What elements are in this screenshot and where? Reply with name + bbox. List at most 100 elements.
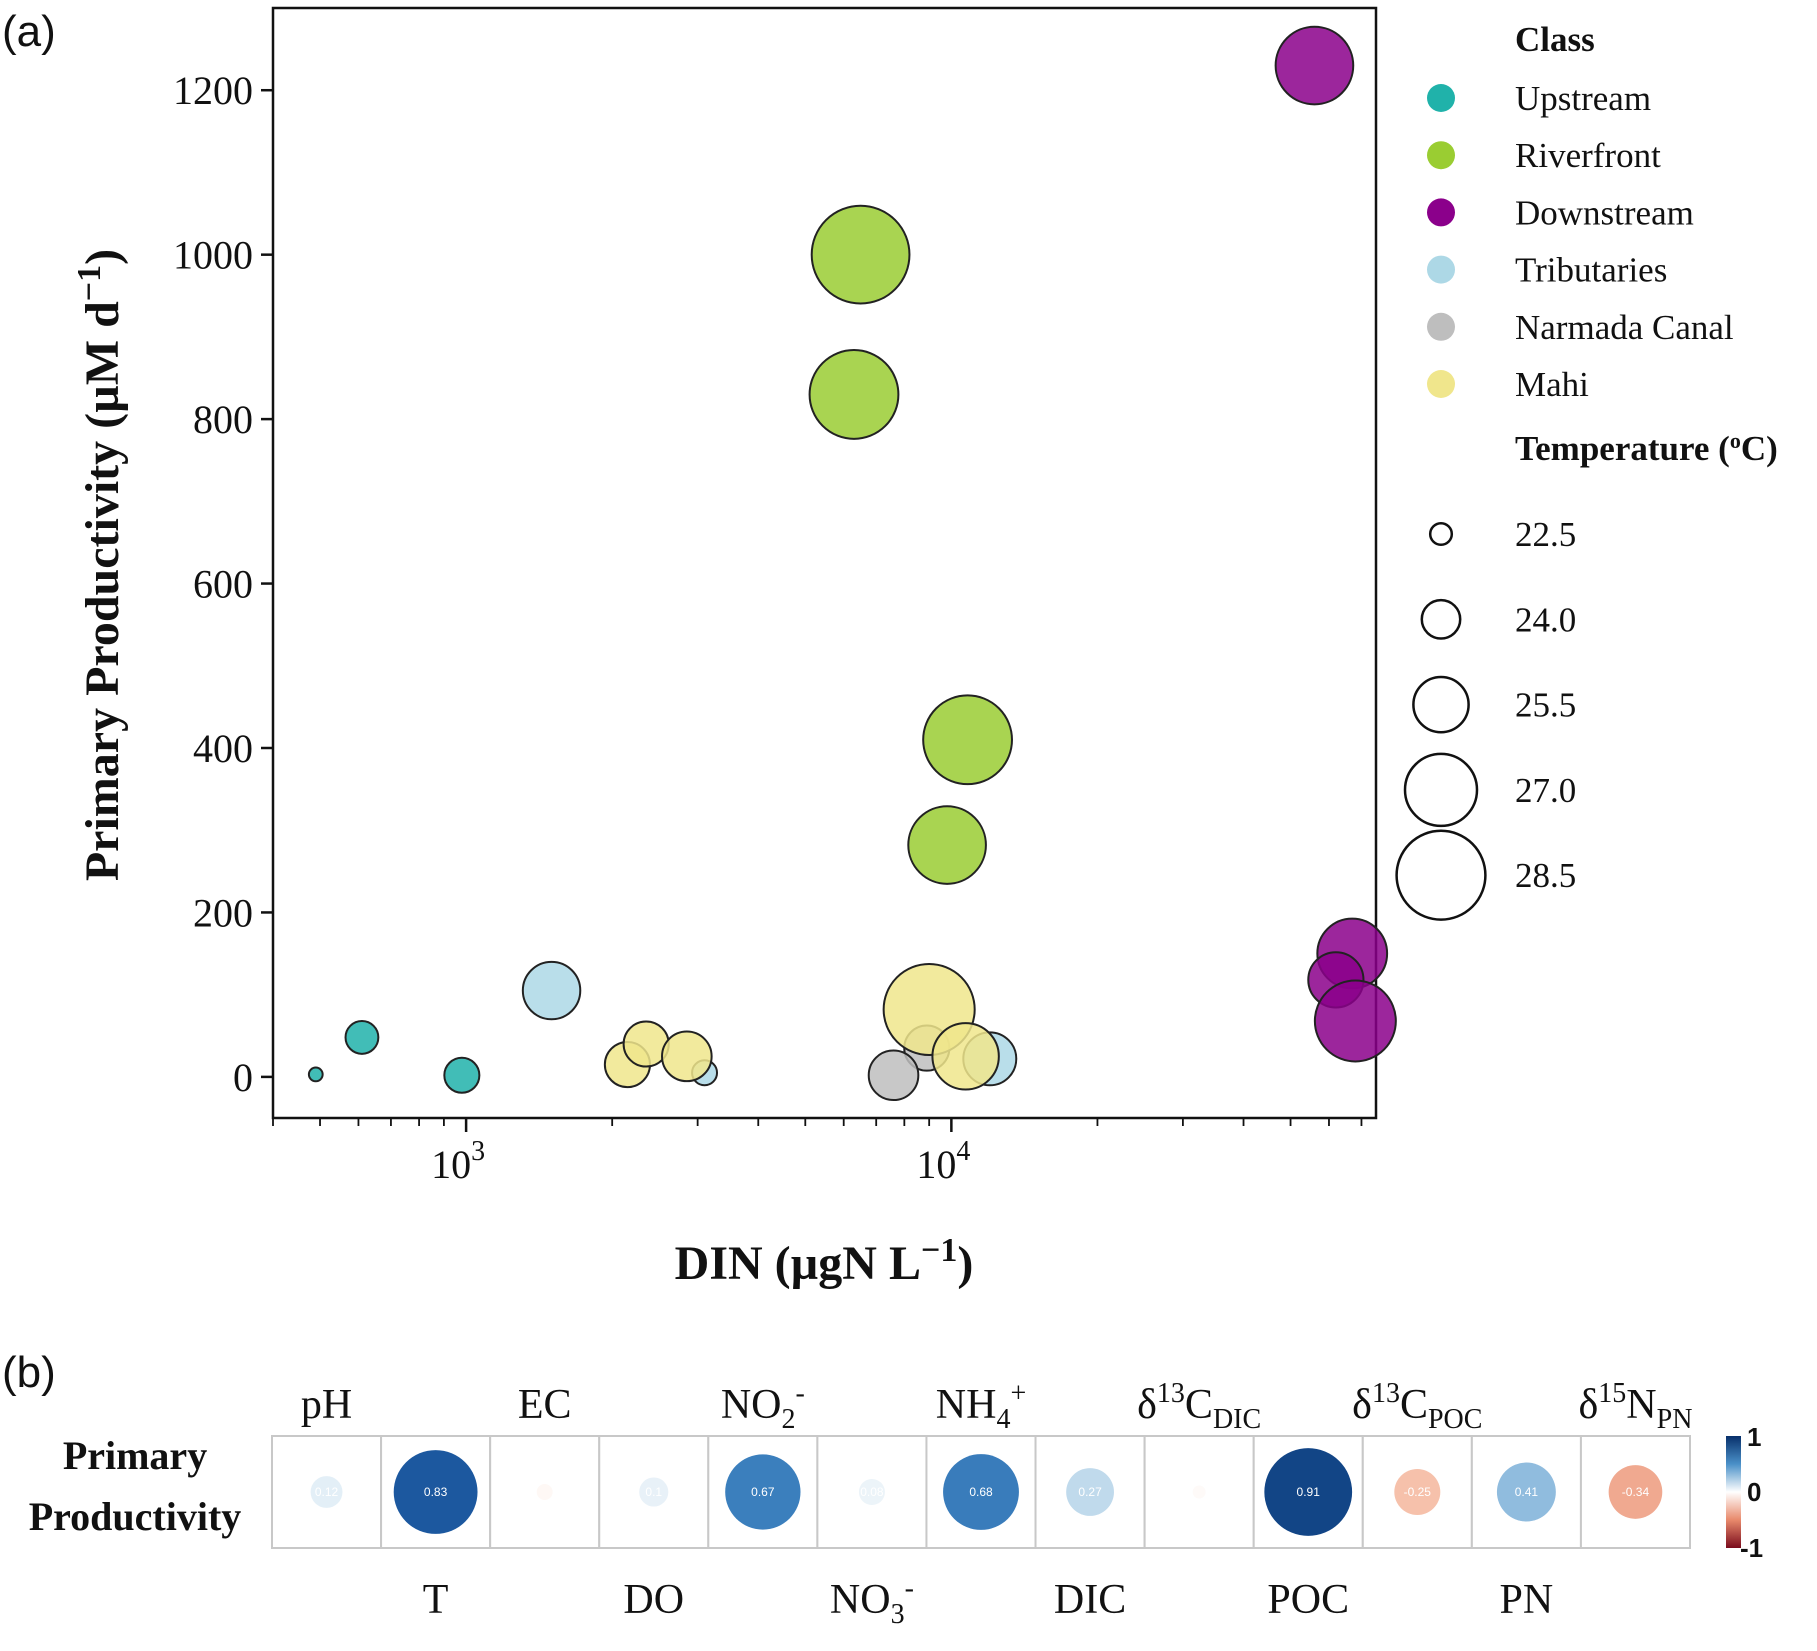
point-downstream: [1313, 979, 1397, 1063]
legend-marker-narmada-canal: [1427, 312, 1455, 341]
heatmap-top-label-base: δ: [1578, 1382, 1598, 1428]
heatmap-top-label: δ13CDIC: [1137, 1378, 1261, 1435]
point-riverfront: [810, 204, 911, 305]
point-upstream: [307, 1066, 324, 1083]
heatmap-bottom-label: PN: [1500, 1577, 1554, 1623]
x-axis-title-close: ): [957, 1237, 973, 1290]
legend-size-marker: [1403, 752, 1479, 828]
heatmap-bottom-label: T: [423, 1577, 449, 1623]
legend-marker-tributaries: [1427, 255, 1455, 284]
heatmap-value-label: 0.12: [315, 1485, 339, 1499]
heatmap-top-label-base: EC: [518, 1382, 572, 1428]
point-downstream: [1274, 25, 1355, 106]
legend-size-entries: 22.5 24.0 25.5 27.0 28.5: [1395, 515, 1576, 921]
heatmap-value-label: 0.67: [751, 1485, 775, 1499]
data-points: [307, 25, 1397, 1102]
heatmap-top-label: EC: [518, 1382, 572, 1428]
heatmap-cell: [1361, 1435, 1473, 1549]
heatmap-cells: 0.12 0.83 0.1 0.67 0.08 0.68 0.27 0.91 -0.25 0.41…: [271, 1435, 1692, 1549]
legend: Class Upstream Riverfront Downstream Tribut…: [1395, 20, 1778, 921]
legend-size-marker: [1412, 675, 1470, 734]
heatmap-bottom-label: POC: [1267, 1577, 1349, 1623]
y-tick-label: 400: [193, 726, 253, 771]
heatmap-top-label-sub: 2: [782, 1404, 796, 1435]
panel-b-label: (b): [2, 1348, 56, 1397]
heatmap-bottom-label-base: NO: [830, 1577, 891, 1623]
legend-size-label: 28.5: [1515, 856, 1576, 895]
legend-temperature-title-close: C): [1741, 429, 1778, 468]
heatmap-value-label: 0.1: [645, 1485, 662, 1499]
x-axis: 103 104: [272, 1118, 1363, 1187]
legend-label-tributaries: Tributaries: [1515, 251, 1667, 290]
heatmap-top-label: NH4+: [936, 1378, 1026, 1435]
legend-label-mahi: Mahi: [1515, 365, 1589, 404]
heatmap-top-label: δ15NPN: [1578, 1378, 1692, 1435]
heatmap-top-label: NO2-: [721, 1378, 805, 1435]
legend-temperature-title-sup: o: [1730, 428, 1741, 453]
heatmap-circle: [943, 1454, 1019, 1530]
heatmap-top-label-base2: C: [1185, 1382, 1213, 1428]
colorbar-label-mid: 0: [1747, 1477, 1761, 1507]
point-riverfront: [808, 349, 900, 440]
heatmap-value-label: 0.08: [860, 1485, 884, 1499]
heatmap-bottom-label-base: DO: [623, 1577, 684, 1623]
legend-label-riverfront: Riverfront: [1515, 136, 1661, 175]
heatmap-top-label-sup-pre: 13: [1157, 1378, 1185, 1409]
legend-size-label: 22.5: [1515, 515, 1576, 554]
heatmap-top-label-sub: DIC: [1213, 1404, 1261, 1435]
heatmap-value-label: 0.83: [424, 1485, 448, 1499]
heatmap-value-label: -0.34: [1622, 1485, 1650, 1499]
heatmap-top-label-base: δ: [1352, 1382, 1372, 1428]
heatmap-top-label-base2: N: [1626, 1382, 1656, 1428]
heatmap-value-label: 0.27: [1078, 1485, 1102, 1499]
y-tick-label: 200: [193, 890, 253, 935]
legend-label-downstream: Downstream: [1515, 193, 1694, 232]
point-tributaries: [521, 960, 582, 1021]
x-tick-exponent: 3: [471, 1136, 485, 1167]
y-axis-title-sup: −1: [71, 265, 108, 301]
heatmap-row-label-line1: Primary: [63, 1433, 207, 1478]
heatmap-circle: [1066, 1468, 1114, 1516]
legend-marker-upstream: [1427, 84, 1455, 112]
point-upstream: [443, 1056, 481, 1094]
heatmap-bottom-label-sub: 3: [891, 1599, 905, 1630]
y-tick-label: 800: [193, 397, 253, 442]
legend-size-label: 25.5: [1515, 686, 1576, 725]
panel-a-label: (a): [2, 7, 56, 56]
y-tick-label: 1000: [173, 233, 253, 278]
y-tick-label: 0: [233, 1055, 253, 1100]
legend-size-marker: [1395, 829, 1487, 921]
heatmap-top-label-base2: C: [1400, 1382, 1428, 1428]
legend-size-marker: [1420, 598, 1462, 640]
heatmap-top-label-sup: -: [796, 1378, 805, 1409]
legend-marker-riverfront: [1427, 141, 1455, 170]
heatmap-bottom-label: NO3-: [830, 1573, 914, 1630]
legend-size-label: 24.0: [1515, 600, 1576, 639]
heatmap-top-label-sup-pre: 15: [1598, 1378, 1626, 1409]
y-axis-title-close: ): [76, 249, 129, 265]
point-mahi: [931, 1022, 1000, 1091]
heatmap-row-label-line2: Productivity: [29, 1494, 242, 1539]
y-tick-label: 1200: [173, 68, 253, 113]
y-axis-title: Primary Productivity (µM d−1): [71, 249, 129, 881]
legend-marker-mahi: [1427, 370, 1455, 398]
legend-label-narmada-canal: Narmada Canal: [1515, 308, 1734, 347]
point-riverfront: [907, 805, 987, 885]
heatmap-circle: [536, 1484, 553, 1500]
correlation-heatmap: Primary Productivity 0.12 0.83 0.1 0.67 0.08…: [29, 1378, 1763, 1630]
heatmap-circle: [1608, 1465, 1663, 1519]
legend-size-label: 27.0: [1515, 771, 1576, 810]
heatmap-bottom-label-sup: -: [905, 1573, 914, 1604]
heatmap-top-label: δ13CPOC: [1352, 1378, 1482, 1435]
x-axis-title-sup: −1: [921, 1232, 957, 1269]
heatmap-bottom-label: DO: [623, 1577, 684, 1623]
heatmap-value-label: 0.41: [1515, 1485, 1539, 1499]
y-axis-title-main: Primary Productivity (µM d: [76, 301, 129, 881]
y-tick-label: 600: [193, 562, 253, 607]
heatmap-circle: [858, 1478, 885, 1506]
heatmap-circle: [310, 1476, 343, 1508]
heatmap-circle: [1496, 1462, 1556, 1522]
legend-marker-downstream: [1427, 198, 1455, 227]
heatmap-circle: [1264, 1448, 1353, 1536]
